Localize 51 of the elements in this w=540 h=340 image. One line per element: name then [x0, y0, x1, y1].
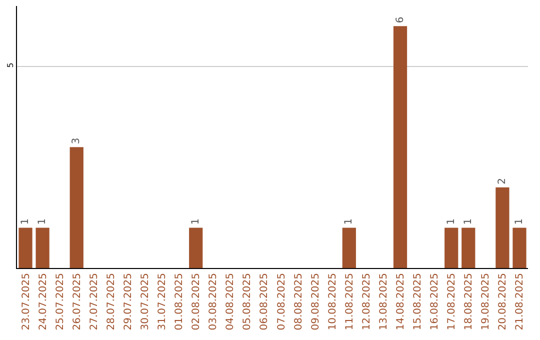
bar	[189, 228, 203, 268]
x-tick-label: 21.08.2025	[514, 273, 526, 330]
x-tick-label: 12.08.2025	[361, 273, 372, 330]
bar	[496, 187, 510, 268]
x-tick-label: 20.08.2025	[498, 273, 509, 330]
x-tick-label: 19.08.2025	[480, 273, 492, 330]
bar	[393, 26, 408, 268]
x-tick-label: 10.08.2025	[327, 273, 338, 330]
x-tick-label: 07.08.2025	[276, 273, 288, 330]
x-tick-label: 05.08.2025	[242, 273, 254, 330]
x-tick-label: 28.07.2025	[106, 273, 117, 330]
x-tick-label: 04.08.2025	[225, 273, 236, 330]
x-tick-label: 06.08.2025	[259, 273, 270, 330]
x-tick-label: 03.08.2025	[208, 273, 220, 330]
x-tick-label: 26.07.2025	[72, 273, 83, 330]
data-label: 6	[394, 16, 406, 24]
x-tick-label: 11.08.2025	[344, 273, 356, 330]
data-label: 1	[462, 218, 474, 225]
x-tick-label: 02.08.2025	[191, 273, 202, 330]
x-tick-label: 13.08.2025	[378, 273, 390, 330]
bar	[462, 228, 476, 268]
bar	[36, 228, 50, 268]
x-tick-label: 14.08.2025	[396, 273, 406, 330]
data-label: 3	[71, 138, 82, 144]
data-label: 2	[496, 178, 508, 184]
x-tick-label: 30.07.2025	[140, 273, 151, 330]
x-tick-label: 08.08.2025	[293, 273, 304, 330]
x-tick-label: 25.07.2025	[54, 273, 66, 330]
x-tick-label: 16.08.2025	[430, 273, 441, 330]
x-tick-label: 23.07.2025	[20, 273, 32, 330]
x-tick-label: 31.07.2025	[157, 273, 168, 330]
x-tick-label: 27.07.2025	[88, 273, 100, 330]
x-tick-label: 29.07.2025	[122, 273, 134, 330]
data-label: 1	[37, 218, 48, 225]
bar	[18, 228, 32, 268]
data-label: 1	[514, 218, 525, 225]
bar	[70, 147, 84, 268]
bar	[512, 228, 526, 268]
data-label: 1	[344, 218, 355, 225]
data-label: 1	[190, 218, 202, 225]
data-label: 1	[20, 218, 32, 225]
x-tick-label: 24.07.2025	[38, 273, 49, 330]
x-tick-label: 18.08.2025	[464, 273, 475, 330]
x-tick-label: 15.08.2025	[412, 273, 424, 330]
bar	[342, 228, 356, 268]
bar	[444, 228, 458, 268]
y-tick-label: 5	[6, 62, 15, 68]
x-tick-label: 09.08.2025	[310, 273, 322, 330]
x-tick-label: 01.08.2025	[174, 273, 186, 330]
x-tick-label: 17.08.2025	[446, 273, 458, 330]
data-label: 1	[446, 218, 457, 225]
